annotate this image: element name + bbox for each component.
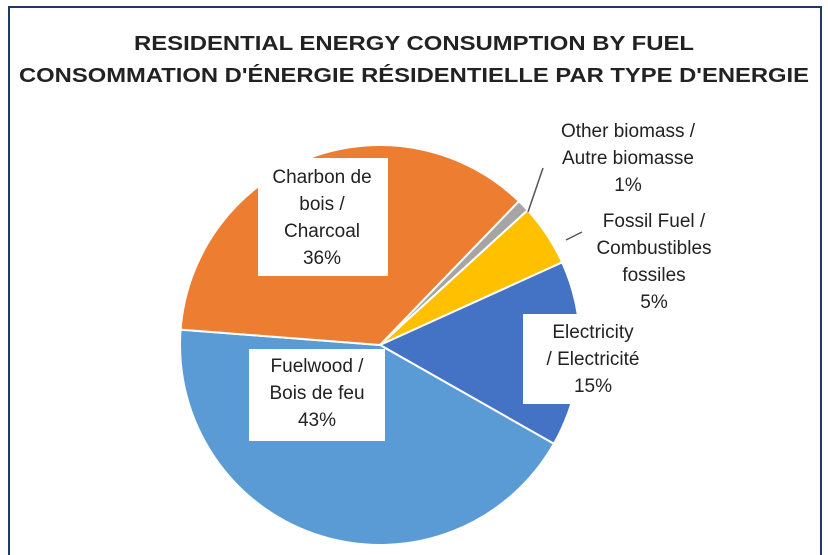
value-label: 43% — [298, 410, 336, 431]
slice-label: Bois de feu — [269, 383, 364, 404]
slice-label: fossiles — [622, 265, 685, 286]
label-box — [249, 349, 385, 441]
slice-label: Combustibles — [596, 238, 711, 259]
leader-line — [527, 167, 544, 213]
slice-label: Charcoal — [284, 221, 360, 242]
leader-line — [565, 231, 583, 241]
value-label: 5% — [640, 292, 668, 313]
label-box — [582, 206, 726, 314]
slice-label: Fuelwood / — [271, 356, 365, 377]
slice-label: / Electricité — [547, 349, 640, 370]
slice-label: Autre biomasse — [562, 148, 694, 169]
chart-title: RESIDENTIAL ENERGY CONSUMPTION BY FUEL — [134, 33, 694, 55]
label-box — [258, 158, 388, 276]
slice-label: Electricity — [552, 322, 634, 343]
slice-label: Other biomass / — [561, 121, 696, 142]
value-label: 1% — [614, 175, 642, 196]
value-label: 36% — [303, 248, 341, 269]
slice-label: Fossil Fuel / — [603, 211, 706, 232]
chart-title: CONSOMMATION D'ÉNERGIE RÉSIDENTIELLE PAR… — [19, 64, 809, 87]
slice-label: Charbon de — [272, 167, 371, 188]
slice-label: bois / — [299, 194, 345, 215]
value-label: 15% — [574, 376, 612, 397]
label-box — [523, 314, 663, 404]
labels: Other biomass / Autre biomasse 1% Fossil Fu… — [249, 121, 726, 441]
